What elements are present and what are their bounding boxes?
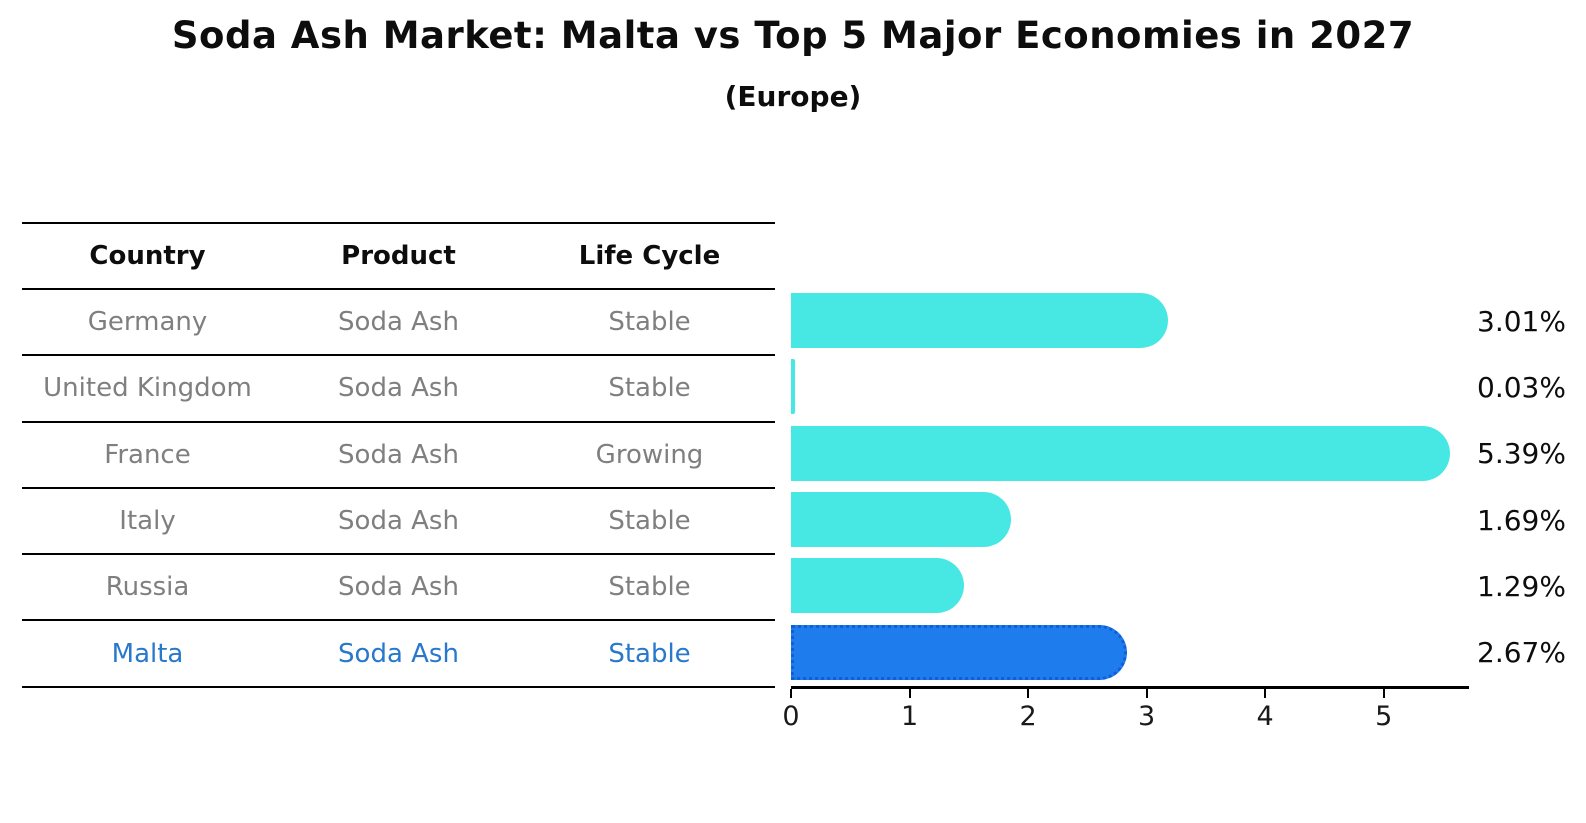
table-row: Russia Soda Ash Stable xyxy=(22,555,775,622)
bar-row xyxy=(791,620,1469,686)
cell-product: Soda Ash xyxy=(338,572,459,603)
bar-value-label: 2.67% xyxy=(1477,636,1566,670)
cell-country: United Kingdom xyxy=(43,373,252,404)
bar-plot-area xyxy=(791,288,1469,689)
cell-product: Soda Ash xyxy=(338,506,459,537)
x-tick-label: 1 xyxy=(900,701,919,732)
cell-life-cycle: Stable xyxy=(608,373,691,404)
cell-life-cycle: Stable xyxy=(608,307,691,338)
cell-country: Germany xyxy=(87,307,208,338)
bar-russia xyxy=(791,558,964,614)
x-tick-mark xyxy=(790,689,792,698)
table-row: Malta Soda Ash Stable xyxy=(22,621,775,688)
cell-life-cycle: Stable xyxy=(608,572,691,603)
value-labels: 3.01% 0.03% 5.39% 1.69% 1.29% 2.67% xyxy=(1477,288,1577,686)
cell-life-cycle: Stable xyxy=(608,506,691,537)
x-tick-mark xyxy=(1027,689,1030,698)
bar-row xyxy=(791,421,1469,487)
cell-country: Malta xyxy=(111,638,184,669)
cell-product: Soda Ash xyxy=(338,638,459,669)
x-tick-label: 0 xyxy=(782,701,800,732)
bar-value-label: 5.39% xyxy=(1477,437,1566,471)
header-life-cycle: Life Cycle xyxy=(578,241,721,271)
cell-country: Russia xyxy=(105,572,190,603)
bar-value-label: 1.29% xyxy=(1477,569,1566,603)
cell-life-cycle: Growing xyxy=(595,439,704,470)
bar-italy xyxy=(791,491,1012,547)
bar-value-label: 0.03% xyxy=(1477,370,1566,404)
x-tick-label: 2 xyxy=(1019,701,1037,732)
table-row: Germany Soda Ash Stable xyxy=(22,290,775,357)
cell-product: Soda Ash xyxy=(338,307,459,338)
table-header-row: Country Product Life Cycle xyxy=(22,224,775,290)
chart-title: Soda Ash Market: Malta vs Top 5 Major Ec… xyxy=(171,14,1415,57)
bar-row xyxy=(791,354,1469,420)
bar-united-kingdom xyxy=(791,359,795,415)
x-tick-mark xyxy=(1382,689,1385,698)
table-rows: Germany Soda Ash Stable United Kingdom Soda … xyxy=(22,290,775,688)
table-row: Italy Soda Ash Stable xyxy=(22,489,775,556)
header-country: Country xyxy=(89,241,206,271)
cell-life-cycle: Stable xyxy=(608,638,691,669)
bar-france xyxy=(791,425,1450,481)
bar-germany xyxy=(791,293,1168,348)
x-tick-mark xyxy=(908,689,911,698)
chart-subtitle: (Europe) xyxy=(724,80,862,113)
x-axis: 0 1 2 3 4 5 xyxy=(782,689,1469,739)
x-tick-label: 5 xyxy=(1375,701,1393,732)
cell-country: France xyxy=(104,439,191,470)
x-tick-mark xyxy=(1264,689,1267,698)
bar-value-label: 1.69% xyxy=(1477,503,1566,537)
bar-value-label: 3.01% xyxy=(1477,304,1566,338)
x-tick-label: 3 xyxy=(1138,701,1156,732)
table-row: United Kingdom Soda Ash Stable xyxy=(22,356,775,423)
table-row: France Soda Ash Growing xyxy=(22,423,775,489)
bar-malta-highlight xyxy=(791,624,1128,680)
cell-product: Soda Ash xyxy=(338,439,459,470)
country-table: Country Product Life Cycle Germany Soda A… xyxy=(22,222,775,688)
bar-row xyxy=(791,553,1469,619)
x-tick-mark xyxy=(1145,689,1148,698)
cell-country: Italy xyxy=(119,506,176,537)
header-product: Product xyxy=(341,241,456,271)
bar-row xyxy=(791,288,1469,354)
bar-row xyxy=(791,487,1469,553)
cell-product: Soda Ash xyxy=(338,373,459,404)
x-tick-label: 4 xyxy=(1256,701,1274,732)
